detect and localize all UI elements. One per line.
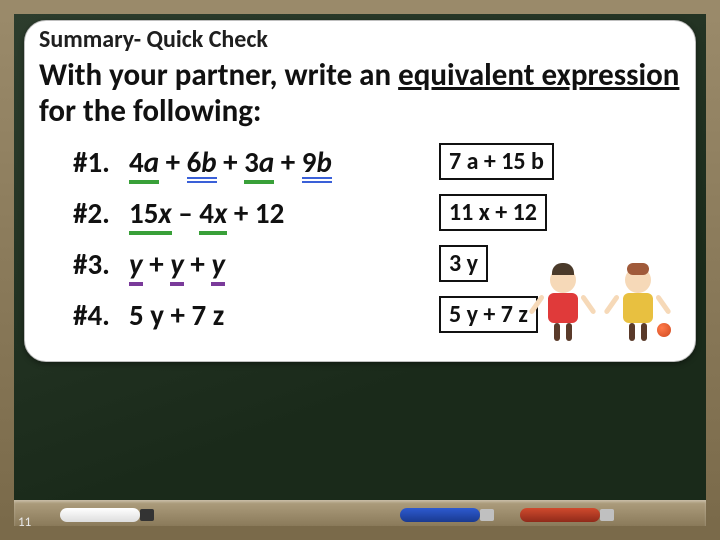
problem-expression: 4a + 6b + 3a + 9b [129,144,429,180]
slide-header: Summary- Quick Check [25,21,695,58]
instruction-tail: for the following: [39,92,261,130]
instruction-lead: With your partner, write an [39,56,398,94]
problem-row: #1. 4a + 6b + 3a + 9b 7 a + 15 b [73,143,695,180]
problem-number: #3. [73,246,129,282]
answer-box: 11 x + 12 [439,194,547,231]
problem-row: #2. 15x – 4x + 12 11 x + 12 [73,194,695,231]
instruction-underlined: equivalent expression [398,56,679,94]
problem-number: #2. [73,195,129,231]
problem-number: #4. [73,297,129,333]
problem-expression: 15x – 4x + 12 [129,195,429,231]
content-card: Summary- Quick Check With your partner, … [24,20,696,362]
answer-box: 7 a + 15 b [439,143,554,180]
slide-number: 11 [18,515,31,530]
kid-left-icon [535,267,590,341]
ball-icon [657,323,671,337]
marker-white-icon [60,508,140,522]
kids-clipart [535,241,665,341]
problem-expression: 5 y + 7 z [129,297,429,333]
answer-box: 3 y [439,245,488,282]
problem-number: #1. [73,144,129,180]
marker-blue-icon [400,508,480,522]
marker-red-icon [520,508,600,522]
answer-box: 5 y + 7 z [439,296,538,333]
instruction-text: With your partner, write an equivalent e… [25,58,695,135]
problem-expression: y + y + y [129,246,429,282]
